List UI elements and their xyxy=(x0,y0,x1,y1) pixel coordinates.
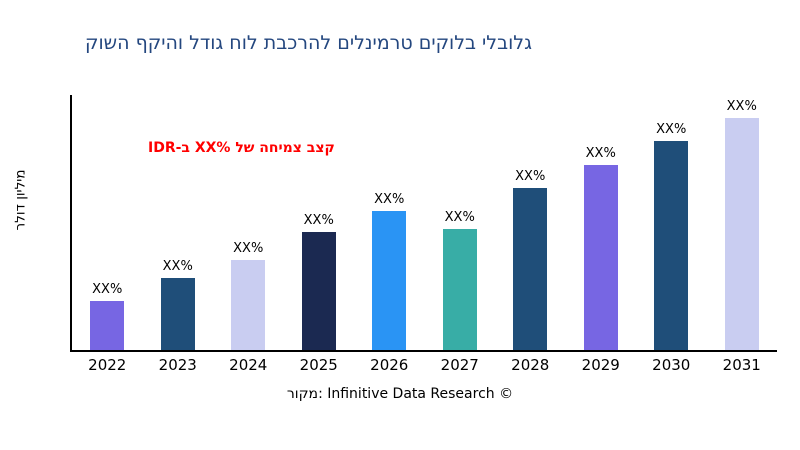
x-axis-tick-labels: 2022 2023 2024 2025 2026 2027 2028 2029 2030 2031 xyxy=(72,356,777,374)
x-tick-label: 2028 xyxy=(511,356,550,374)
bar-value-label: XX% xyxy=(92,282,123,298)
bar-2023 xyxy=(160,278,195,350)
bar-value-label: XX% xyxy=(303,212,334,228)
bar-group: XX% xyxy=(495,95,566,350)
bar-2026 xyxy=(372,210,407,350)
x-tick-label: 2026 xyxy=(370,356,409,374)
bar-value-label: XX% xyxy=(656,122,687,138)
bar-2025 xyxy=(301,231,336,350)
bar-value-label: XX% xyxy=(585,145,616,161)
bar-group: XX% xyxy=(143,95,214,350)
plot-area: XX% XX% XX% XX% XX% XX% XX% XX% XX% XX% xyxy=(70,95,777,352)
x-tick-label: 2027 xyxy=(440,356,479,374)
x-tick-label: 2022 xyxy=(88,356,127,374)
bar-2027 xyxy=(442,229,477,350)
bar-value-label: XX% xyxy=(374,191,405,207)
bar-2022 xyxy=(90,301,125,350)
bar-2024 xyxy=(231,259,266,350)
bar-value-label: XX% xyxy=(444,210,475,226)
bar-2030 xyxy=(654,141,689,350)
bar-group: XX% xyxy=(707,95,778,350)
x-tick-label: 2023 xyxy=(158,356,197,374)
x-tick-label: 2031 xyxy=(722,356,761,374)
bar-2031 xyxy=(724,118,759,350)
chart-title: קושה ףקיהו לדוג חול תבכרהל םילנימרט םיקו… xyxy=(85,32,532,54)
bar-2029 xyxy=(583,164,618,350)
x-tick-label: 2025 xyxy=(299,356,338,374)
bar-group: XX% xyxy=(213,95,284,350)
bars-container: XX% XX% XX% XX% XX% XX% XX% XX% XX% XX% xyxy=(72,95,777,350)
growth-annotation: IDR-ב XX% לש החימצ בצק xyxy=(148,140,335,156)
bar-group: XX% xyxy=(354,95,425,350)
bar-value-label: XX% xyxy=(515,168,546,184)
bar-group: XX% xyxy=(425,95,496,350)
y-axis-label: רלוד ןוילימ xyxy=(12,169,28,231)
source-credit: רוקמ: Infinitive Data Research © xyxy=(286,386,514,402)
bar-value-label: XX% xyxy=(726,99,757,115)
bar-group: XX% xyxy=(636,95,707,350)
bar-value-label: XX% xyxy=(233,240,264,256)
bar-group: XX% xyxy=(284,95,355,350)
x-tick-label: 2030 xyxy=(652,356,691,374)
y-axis-label-wrap: רלוד ןוילימ xyxy=(4,70,36,330)
bar-value-label: XX% xyxy=(162,259,193,275)
bar-2028 xyxy=(513,187,548,350)
x-tick-label: 2024 xyxy=(229,356,268,374)
x-tick-label: 2029 xyxy=(581,356,620,374)
bar-group: XX% xyxy=(566,95,637,350)
bar-group: XX% xyxy=(72,95,143,350)
